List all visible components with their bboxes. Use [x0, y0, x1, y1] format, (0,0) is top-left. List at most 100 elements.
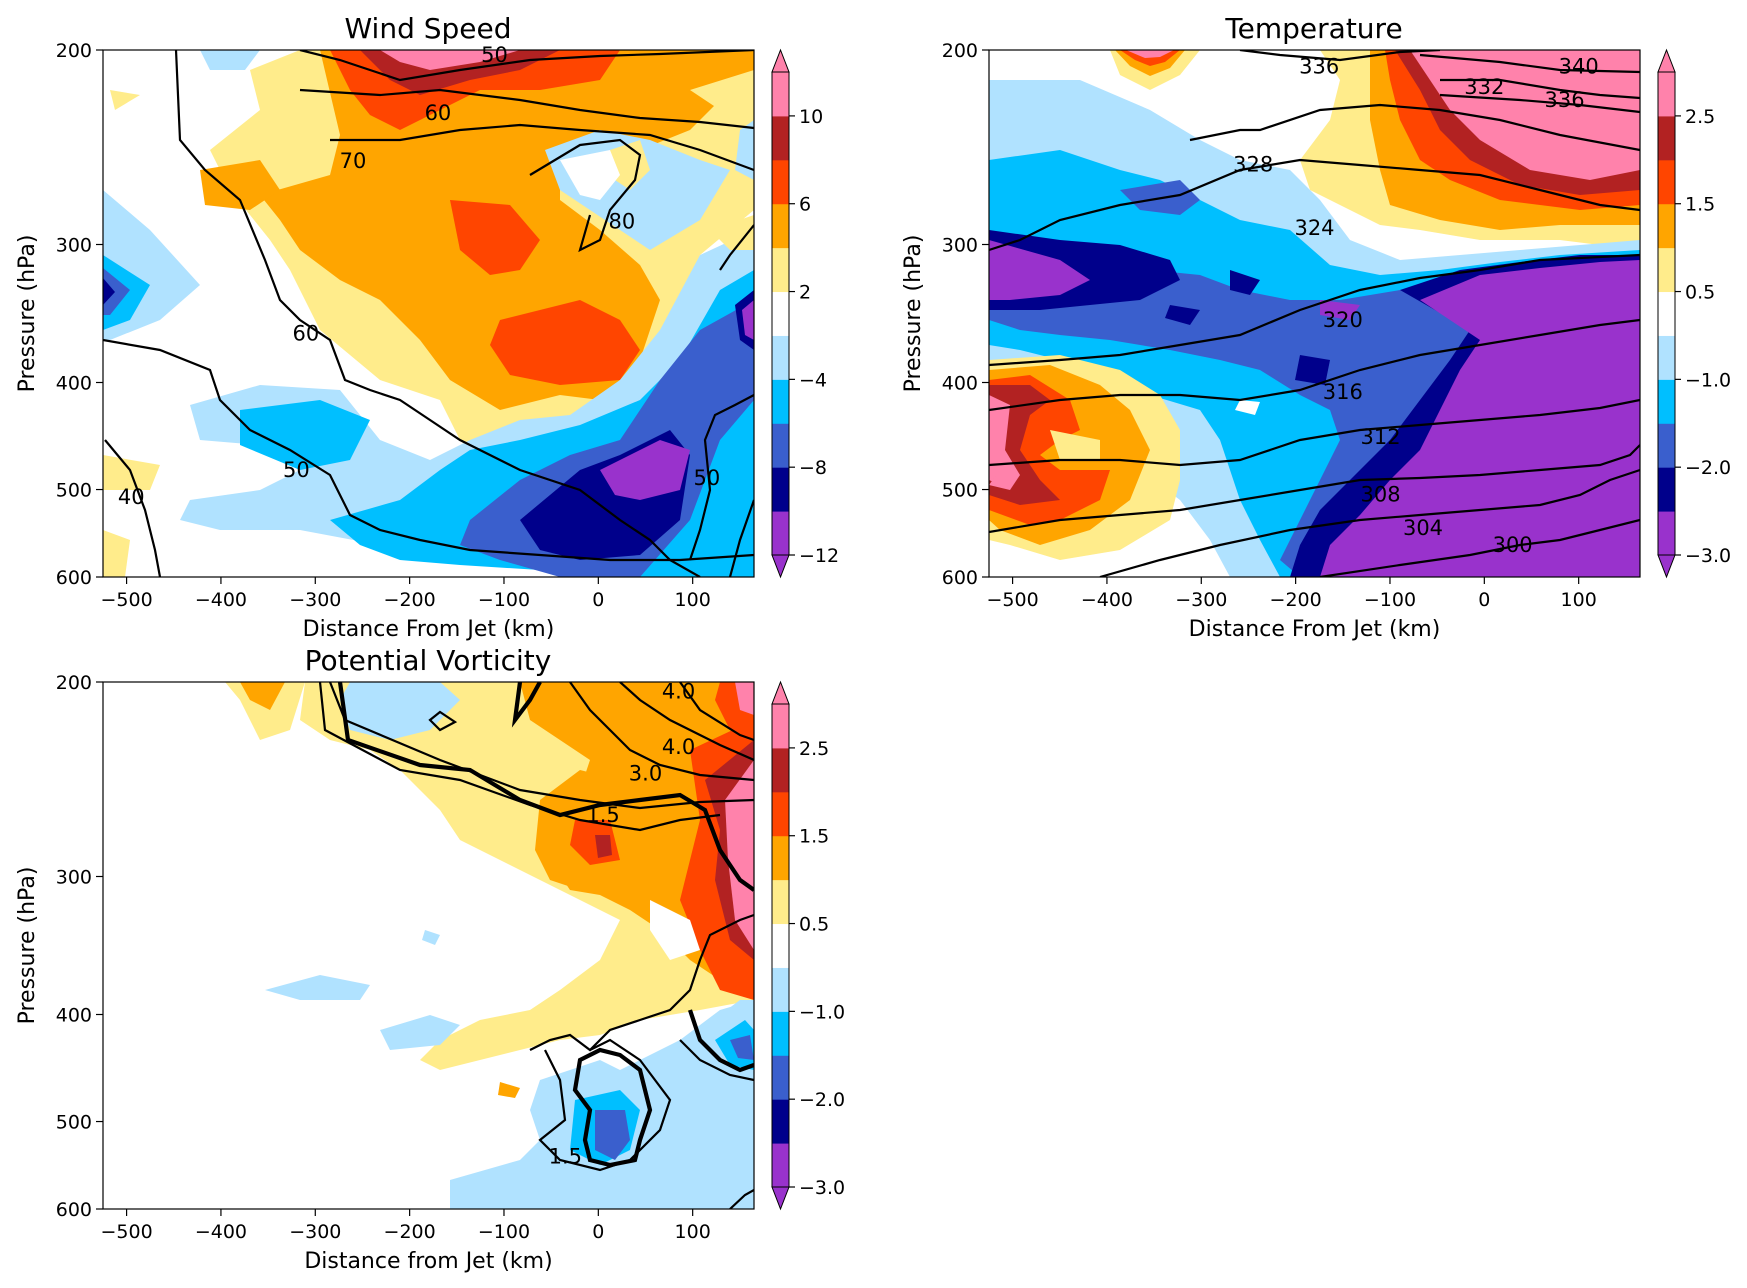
colorbar-tick-label: 1.5	[1685, 194, 1715, 216]
colorbar-tick-label: −4	[799, 369, 827, 391]
contour-lines	[989, 50, 1640, 577]
contour-label: 324	[1294, 216, 1334, 240]
colorbar-segment	[772, 791, 789, 837]
y-tick-label: 200	[942, 40, 978, 62]
panel-wind-speed: Wind Speed	[15, 12, 839, 642]
panel-potential-vorticity: Potential Vorticity	[15, 644, 845, 1274]
x-tick-label: −400	[195, 589, 247, 611]
colorbar-segment	[772, 159, 789, 205]
contour-label: 336	[1544, 88, 1584, 112]
y-tick-label: 600	[56, 567, 92, 589]
colorbar-tick-label: 2.5	[1685, 106, 1715, 128]
panel-title: Wind Speed	[344, 12, 511, 45]
y-tick-label: 500	[56, 480, 92, 502]
y-tick-label: 300	[56, 867, 92, 889]
x-tick-label: −300	[289, 589, 341, 611]
y-tick-label: 300	[56, 235, 92, 257]
contour-label: 60	[292, 321, 319, 345]
colorbar-segment	[772, 1011, 789, 1056]
colorbar-segment	[772, 247, 789, 293]
colorbar-segment	[1658, 203, 1675, 249]
y-tick-label: 600	[942, 567, 978, 589]
contour-label: 340	[1559, 55, 1599, 79]
colorbar-tick-label: −8	[799, 457, 827, 479]
colorbar-segment	[772, 115, 789, 161]
colorbar-tick-label: −1.0	[799, 1001, 845, 1023]
colorbar-tick-label: −2.0	[1685, 457, 1731, 479]
contour-label: 50	[693, 466, 720, 490]
contour-label: 1.5	[549, 1145, 582, 1169]
y-axis-label: Pressure (hPa)	[901, 235, 926, 393]
contour-labels-wind: 50 60 70 80 60 50 40 50	[118, 43, 720, 509]
colorbar-segment	[1658, 115, 1675, 161]
x-tick-label: 0	[1478, 589, 1490, 611]
x-tick-label: −100	[1364, 589, 1416, 611]
colorbar-tick-label: 0.5	[1685, 282, 1715, 304]
colorbar-tick-label: 10	[799, 106, 823, 128]
contour-lines-thick	[337, 682, 754, 1168]
y-tick-label: 200	[56, 672, 92, 694]
colorbar-tick-label: 6	[799, 194, 811, 216]
colorbar-segment	[772, 423, 789, 468]
colorbar-tick-label: 2.5	[799, 738, 829, 760]
colorbar-segment	[1658, 72, 1675, 117]
colorbar-segment	[1658, 291, 1675, 336]
contour-label: 304	[1403, 516, 1443, 540]
x-tick-label: −200	[1270, 589, 1322, 611]
contour-label: 336	[1299, 55, 1339, 79]
contour-label: 308	[1360, 482, 1400, 506]
axes-wind: −500 −400 −300 −200 −100 0 100 200 300 400 500 600 D…	[15, 40, 711, 642]
contour-label: 50	[481, 43, 508, 67]
colorbar-tick-label: −3.0	[799, 1177, 845, 1199]
panel-title: Potential Vorticity	[305, 644, 552, 677]
contour-label: 300	[1493, 533, 1533, 557]
y-tick-label: 500	[56, 1112, 92, 1134]
x-axis-label: Distance from Jet (km)	[304, 1249, 552, 1274]
colorbar-segment	[1658, 467, 1675, 512]
colorbar-tick-label: 2	[799, 282, 811, 304]
colorbar-segment	[772, 704, 789, 749]
x-tick-label: −400	[1081, 589, 1133, 611]
colorbar-segment	[772, 747, 789, 793]
colorbar-segment	[772, 879, 789, 925]
axes-pv: −500 −400 −300 −200 −100 0 100 200 300 400 500 600 D…	[15, 672, 711, 1274]
colorbar-segment	[1658, 159, 1675, 205]
colorbar-segment	[772, 467, 789, 512]
y-tick-label: 300	[942, 235, 978, 257]
contour-label: 328	[1233, 153, 1273, 177]
x-tick-label: 0	[592, 589, 604, 611]
colorbar-segment	[772, 379, 789, 424]
contour-label: 1.5	[586, 803, 619, 827]
colorbar-tick-label: −3.0	[1685, 545, 1731, 567]
x-axis-label: Distance From Jet (km)	[303, 617, 555, 642]
contour-label: 80	[609, 210, 636, 234]
y-tick-label: 400	[56, 372, 92, 394]
y-tick-label: 500	[942, 480, 978, 502]
colorbar-segment	[772, 291, 789, 336]
colorbar-frame	[1657, 71, 1676, 556]
contour-label: 4.0	[662, 679, 695, 703]
contour-label: 316	[1323, 380, 1363, 404]
colorbar-frame	[771, 703, 790, 1188]
x-axis-label: Distance From Jet (km)	[1189, 617, 1441, 642]
y-axis-label: Pressure (hPa)	[15, 867, 40, 1025]
x-tick-label: 100	[675, 589, 711, 611]
colorbar-tick-label: −2.0	[799, 1089, 845, 1111]
colorbar-segment	[772, 335, 789, 380]
y-axis-label: Pressure (hPa)	[15, 235, 40, 393]
filled-contours	[103, 50, 754, 577]
x-tick-label: 100	[675, 1221, 711, 1243]
colorbar-segment	[772, 835, 789, 881]
colorbar-segment	[772, 967, 789, 1012]
x-tick-label: −200	[384, 1221, 436, 1243]
x-tick-label: −200	[384, 589, 436, 611]
contour-label: 312	[1360, 425, 1400, 449]
colorbar-segment	[1658, 335, 1675, 380]
colorbar-segment	[772, 511, 789, 556]
contour-lines	[103, 50, 754, 577]
filled-contours	[989, 50, 1640, 577]
colorbar-tick-label: −1.0	[1685, 369, 1731, 391]
x-tick-label: −500	[100, 589, 152, 611]
colorbar-segment	[1658, 423, 1675, 468]
